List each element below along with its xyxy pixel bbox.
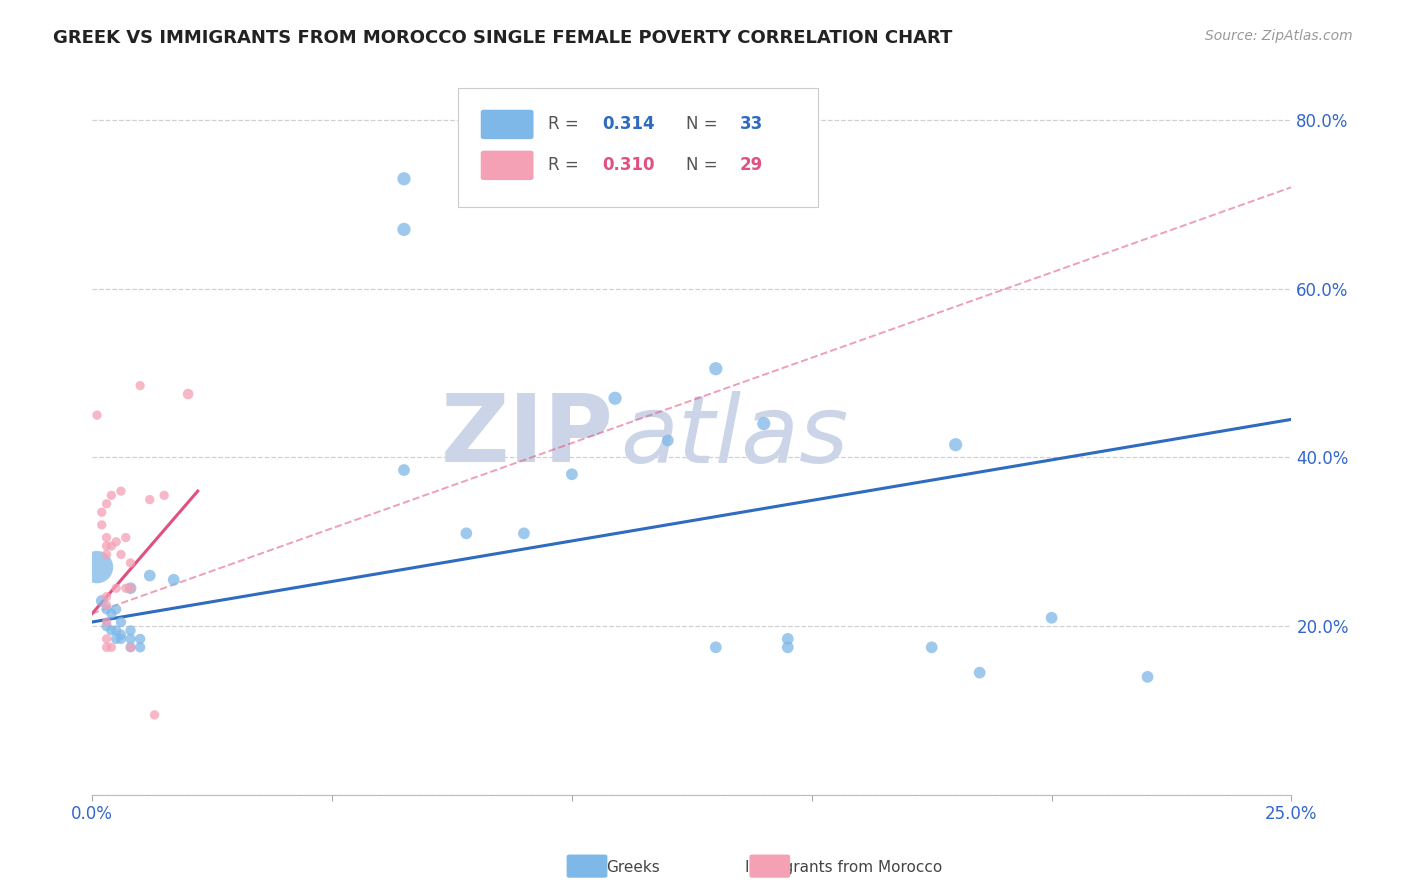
Point	[129, 632, 152, 646]
Point	[921, 640, 943, 655]
Point	[96, 602, 118, 616]
Point	[110, 548, 132, 562]
Point	[1040, 611, 1063, 625]
FancyBboxPatch shape	[481, 151, 533, 180]
Point	[96, 531, 118, 545]
Point	[110, 627, 132, 641]
Point	[86, 560, 108, 574]
Point	[96, 598, 118, 612]
Point	[1136, 670, 1159, 684]
Point	[105, 581, 128, 595]
Point	[120, 640, 142, 655]
Text: Greeks: Greeks	[606, 861, 659, 875]
Point	[105, 624, 128, 638]
Point	[120, 632, 142, 646]
Point	[392, 463, 415, 477]
Point	[603, 391, 626, 405]
Text: ZIP: ZIP	[441, 391, 614, 483]
FancyBboxPatch shape	[481, 110, 533, 139]
Point	[105, 602, 128, 616]
Point	[86, 408, 108, 422]
Text: N =: N =	[686, 115, 723, 133]
Point	[96, 539, 118, 553]
Text: Source: ZipAtlas.com: Source: ZipAtlas.com	[1205, 29, 1353, 43]
Point	[120, 581, 142, 595]
Point	[100, 624, 122, 638]
Point	[90, 505, 112, 519]
Point	[96, 619, 118, 633]
Point	[110, 615, 132, 629]
Point	[114, 581, 136, 595]
Point	[120, 624, 142, 638]
Point	[100, 539, 122, 553]
Text: 0.310: 0.310	[602, 156, 654, 174]
Point	[163, 573, 186, 587]
Point	[456, 526, 478, 541]
Point	[657, 434, 679, 448]
Point	[392, 222, 415, 236]
Point	[120, 556, 142, 570]
Point	[90, 594, 112, 608]
Text: atlas: atlas	[620, 391, 848, 482]
Point	[704, 640, 727, 655]
Text: R =: R =	[548, 156, 583, 174]
Point	[96, 615, 118, 629]
Point	[776, 640, 799, 655]
Point	[143, 707, 166, 722]
Text: 0.314: 0.314	[602, 115, 655, 133]
Point	[96, 548, 118, 562]
Point	[110, 484, 132, 499]
Point	[90, 517, 112, 532]
Text: GREEK VS IMMIGRANTS FROM MOROCCO SINGLE FEMALE POVERTY CORRELATION CHART: GREEK VS IMMIGRANTS FROM MOROCCO SINGLE …	[53, 29, 953, 46]
Text: 33: 33	[740, 115, 763, 133]
Point	[96, 632, 118, 646]
Point	[139, 492, 162, 507]
Point	[105, 534, 128, 549]
Point	[120, 640, 142, 655]
Point	[114, 531, 136, 545]
Point	[129, 640, 152, 655]
Point	[969, 665, 991, 680]
Point	[105, 632, 128, 646]
Text: R =: R =	[548, 115, 583, 133]
Point	[96, 497, 118, 511]
Text: N =: N =	[686, 156, 723, 174]
Point	[776, 632, 799, 646]
Point	[945, 438, 967, 452]
Point	[392, 171, 415, 186]
Point	[139, 568, 162, 582]
Text: Immigrants from Morocco: Immigrants from Morocco	[745, 861, 942, 875]
Point	[100, 488, 122, 502]
Point	[96, 590, 118, 604]
Point	[100, 607, 122, 621]
Point	[96, 640, 118, 655]
FancyBboxPatch shape	[458, 88, 818, 207]
Point	[120, 581, 142, 595]
Point	[153, 488, 176, 502]
Text: 29: 29	[740, 156, 763, 174]
Point	[704, 361, 727, 376]
Point	[100, 640, 122, 655]
Point	[177, 387, 200, 401]
Point	[561, 467, 583, 482]
Point	[129, 378, 152, 392]
Point	[110, 632, 132, 646]
Point	[513, 526, 536, 541]
Point	[752, 417, 775, 431]
